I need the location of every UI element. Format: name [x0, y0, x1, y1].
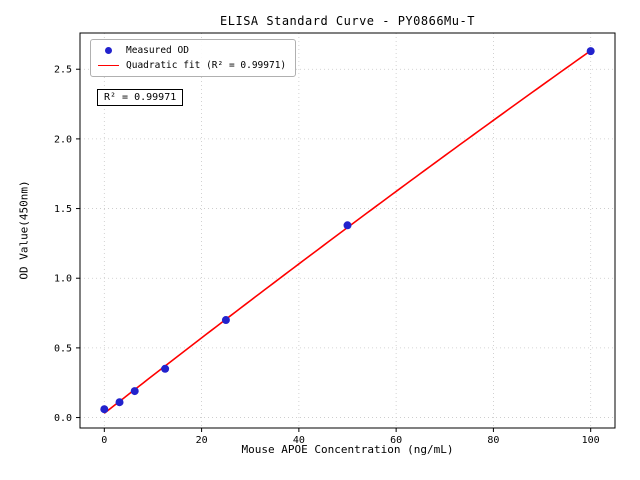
y-tick-label: 2.5	[54, 65, 72, 76]
y-tick-label: 2.0	[54, 134, 72, 145]
data-point	[586, 47, 595, 56]
measured-od-marker-icon	[105, 47, 112, 54]
data-point	[343, 221, 352, 230]
y-tick-label: 1.5	[54, 204, 72, 215]
y-tick-label: 0.5	[54, 343, 72, 354]
x-tick-label: 0	[101, 435, 107, 446]
y-axis-label: OD Value(450nm)	[17, 180, 31, 280]
axes-spines	[79, 32, 616, 429]
y-tick-label: 0.0	[54, 413, 72, 424]
x-tick-label: 100	[582, 435, 600, 446]
x-tick-label: 20	[196, 435, 208, 446]
x-tick-label: 60	[390, 435, 402, 446]
legend: Measured OD Quadratic fit (R² = 0.99971)	[90, 39, 297, 77]
x-tick-label: 80	[487, 435, 499, 446]
legend-entry-measured: Measured OD	[98, 45, 286, 56]
data-point	[161, 364, 170, 373]
data-point	[130, 387, 139, 396]
legend-label-measured: Measured OD	[126, 45, 189, 56]
data-point	[115, 398, 124, 407]
data-point	[100, 405, 109, 414]
legend-label-fit: Quadratic fit (R² = 0.99971)	[126, 60, 287, 71]
r-squared-annotation: R² = 0.99971	[97, 89, 184, 106]
x-axis-label: Mouse APOE Concentration (ng/mL)	[241, 443, 454, 456]
data-point	[221, 316, 230, 325]
chart-title: ELISA Standard Curve - PY0866Mu-T	[220, 14, 475, 28]
quadratic-fit-line-icon	[98, 65, 119, 66]
x-tick-label: 40	[293, 435, 305, 446]
y-tick-label: 1.0	[54, 274, 72, 285]
legend-entry-fit: Quadratic fit (R² = 0.99971)	[98, 60, 286, 71]
